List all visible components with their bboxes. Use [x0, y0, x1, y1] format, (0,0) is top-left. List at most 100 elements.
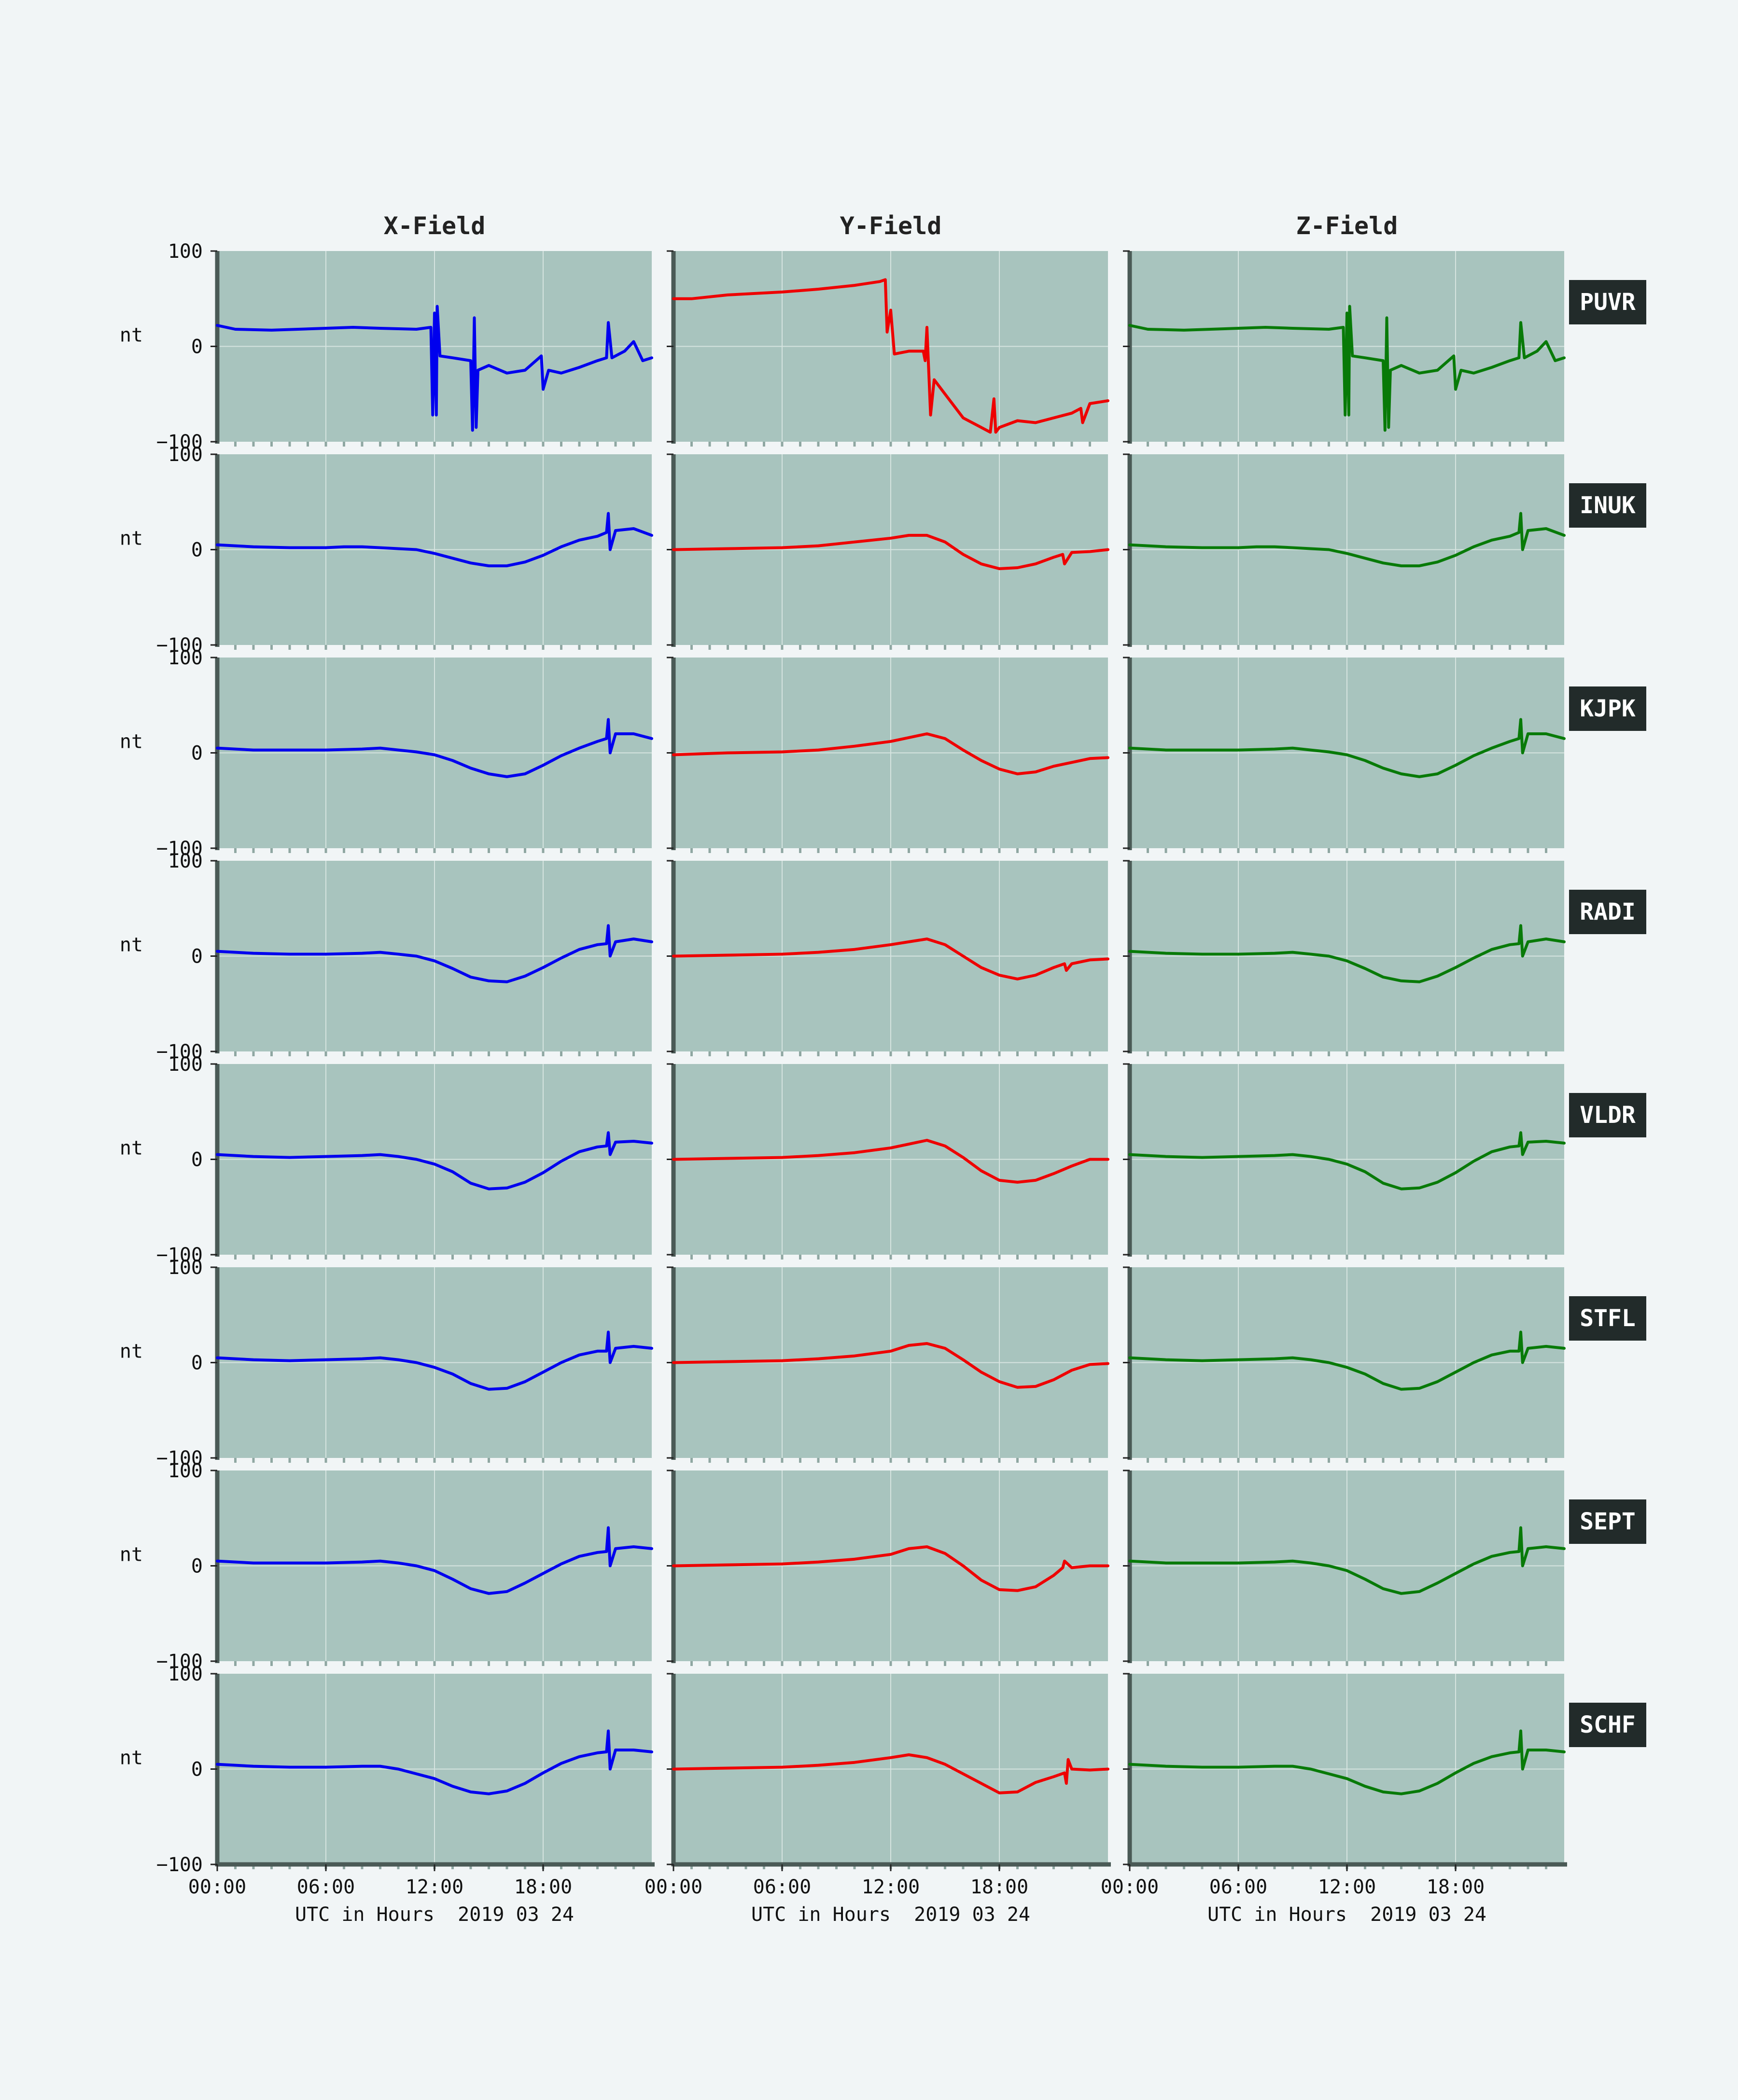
panel-stfl-y — [667, 1266, 1109, 1463]
panel-radi-y — [667, 860, 1109, 1056]
series-line-z — [1128, 1330, 1566, 1391]
y-tick-label: −100 — [156, 1651, 203, 1673]
x-tick-label: 12:00 — [406, 1876, 463, 1898]
panel-stfl-x — [210, 1266, 653, 1463]
y-tick-label: −100 — [156, 1854, 203, 1876]
x-tick-label: 18:00 — [1427, 1876, 1485, 1898]
panel-schf-x — [210, 1673, 653, 1869]
station-badge-background — [1569, 1499, 1646, 1544]
y-unit-label: nt — [120, 528, 143, 550]
panel-radi-x — [210, 860, 653, 1056]
series-line-y — [672, 1753, 1109, 1794]
x-tick-label: 06:00 — [297, 1876, 355, 1898]
series-line-z — [1128, 924, 1566, 983]
panel-sept-x — [210, 1470, 653, 1666]
y-tick-label: −100 — [156, 634, 203, 657]
series-line-x — [216, 1131, 653, 1190]
column-titles: X-Field Y-Field Z-Field — [384, 212, 1398, 240]
y-tick-label: 100 — [168, 850, 203, 872]
series-line-y — [672, 1139, 1109, 1184]
series-line-x — [216, 512, 653, 568]
panel-vldr-y — [667, 1063, 1109, 1260]
x-axis-column-2: 00:00 06:00 12:00 18:00 UTC in Hours 2019 03… — [645, 1862, 1111, 1926]
panel-inuk-z — [1123, 453, 1566, 650]
y-unit-label: nt — [120, 1137, 143, 1160]
series-line-y — [672, 278, 1109, 434]
row-y-axis-labels: 100 0 −100 nt 100 0 −100 nt 100 0 −100 nt 100 0 −100 nt… — [120, 240, 203, 1876]
series-line-z — [1128, 1131, 1566, 1190]
panel-inuk-x — [210, 453, 653, 650]
station-name: SEPT — [1580, 1508, 1636, 1535]
x-tick-label: 18:00 — [970, 1876, 1028, 1898]
y-tick-label: 0 — [191, 336, 203, 358]
y-tick-label: −100 — [156, 1244, 203, 1266]
station-badge-background — [1569, 1703, 1646, 1747]
y-tick-label: 100 — [168, 1053, 203, 1076]
x-tick-label: 00:00 — [645, 1876, 702, 1898]
x-axis-label: UTC in Hours 2019 03 24 — [1207, 1904, 1486, 1926]
station-name: SCHF — [1580, 1711, 1636, 1738]
series-line-y — [672, 732, 1109, 775]
series-line-z — [1128, 305, 1566, 432]
station-badges: PUVR INUK KJPK RADI VLDR STFL SEPT SCHF — [1569, 280, 1646, 1747]
station-name: KJPK — [1580, 695, 1636, 722]
panel-inuk-y — [667, 453, 1109, 650]
panel-puvr-x — [210, 250, 653, 447]
y-tick-label: 0 — [191, 1352, 203, 1374]
series-line-y — [672, 1545, 1109, 1592]
y-tick-label: 100 — [168, 1257, 203, 1279]
panel-kjpk-x — [210, 657, 653, 853]
y-tick-label: −100 — [156, 838, 203, 860]
station-badge-background — [1569, 1296, 1646, 1341]
station-badge: VLDR — [1569, 1093, 1646, 1137]
y-tick-label: −100 — [156, 1041, 203, 1063]
panel-kjpk-z — [1123, 657, 1566, 853]
station-badge-background — [1569, 686, 1646, 731]
x-axis-label: UTC in Hours 2019 03 24 — [751, 1904, 1030, 1926]
y-tick-label: 100 — [168, 1663, 203, 1685]
station-name: VLDR — [1580, 1102, 1636, 1129]
y-unit-label: nt — [120, 1544, 143, 1566]
station-name: STFL — [1580, 1305, 1636, 1332]
y-unit-label: nt — [120, 1341, 143, 1363]
panel-grid — [210, 250, 1566, 1869]
x-axis-column-3: 00:00 06:00 12:00 18:00 UTC in Hours 2019 03… — [1101, 1862, 1567, 1926]
panel-vldr-z — [1123, 1063, 1566, 1260]
panel-sept-y — [667, 1470, 1109, 1666]
x-tick-label: 06:00 — [753, 1876, 811, 1898]
y-tick-label: 0 — [191, 539, 203, 561]
series-line-x — [216, 718, 653, 778]
x-tick-label: 18:00 — [514, 1876, 572, 1898]
x-axis-column-1: 00:00 06:00 12:00 18:00 UTC in Hours 2019 03… — [188, 1862, 655, 1926]
station-name: INUK — [1580, 492, 1636, 519]
series-line-z — [1128, 718, 1566, 778]
x-axis-label: UTC in Hours 2019 03 24 — [295, 1904, 574, 1926]
station-badge: RADI — [1569, 890, 1646, 934]
series-line-x — [216, 1330, 653, 1391]
station-badge-background — [1569, 1093, 1646, 1137]
station-name: RADI — [1580, 898, 1636, 925]
panel-puvr-z — [1123, 250, 1566, 447]
x-axes: 00:00 06:00 12:00 18:00 UTC in Hours 2019 03… — [188, 1862, 1567, 1926]
y-tick-label: 0 — [191, 1759, 203, 1781]
column-title: Z-Field — [1296, 212, 1398, 240]
x-tick-label: 00:00 — [188, 1876, 246, 1898]
station-badge-background — [1569, 890, 1646, 934]
y-tick-label: 0 — [191, 742, 203, 765]
y-unit-label: nt — [120, 1747, 143, 1769]
panel-schf-z — [1123, 1673, 1566, 1869]
series-line-x — [216, 1729, 653, 1795]
panel-schf-y — [667, 1673, 1109, 1869]
series-line-y — [672, 1342, 1109, 1389]
station-badge-background — [1569, 280, 1646, 324]
y-unit-label: nt — [120, 934, 143, 956]
series-line-z — [1128, 1729, 1566, 1795]
y-unit-label: nt — [120, 731, 143, 753]
panel-vldr-x — [210, 1063, 653, 1260]
station-name: PUVR — [1580, 289, 1636, 316]
y-tick-label: −100 — [156, 1447, 203, 1470]
y-tick-label: 100 — [168, 444, 203, 466]
station-badge: KJPK — [1569, 686, 1646, 731]
panel-sept-z — [1123, 1470, 1566, 1666]
